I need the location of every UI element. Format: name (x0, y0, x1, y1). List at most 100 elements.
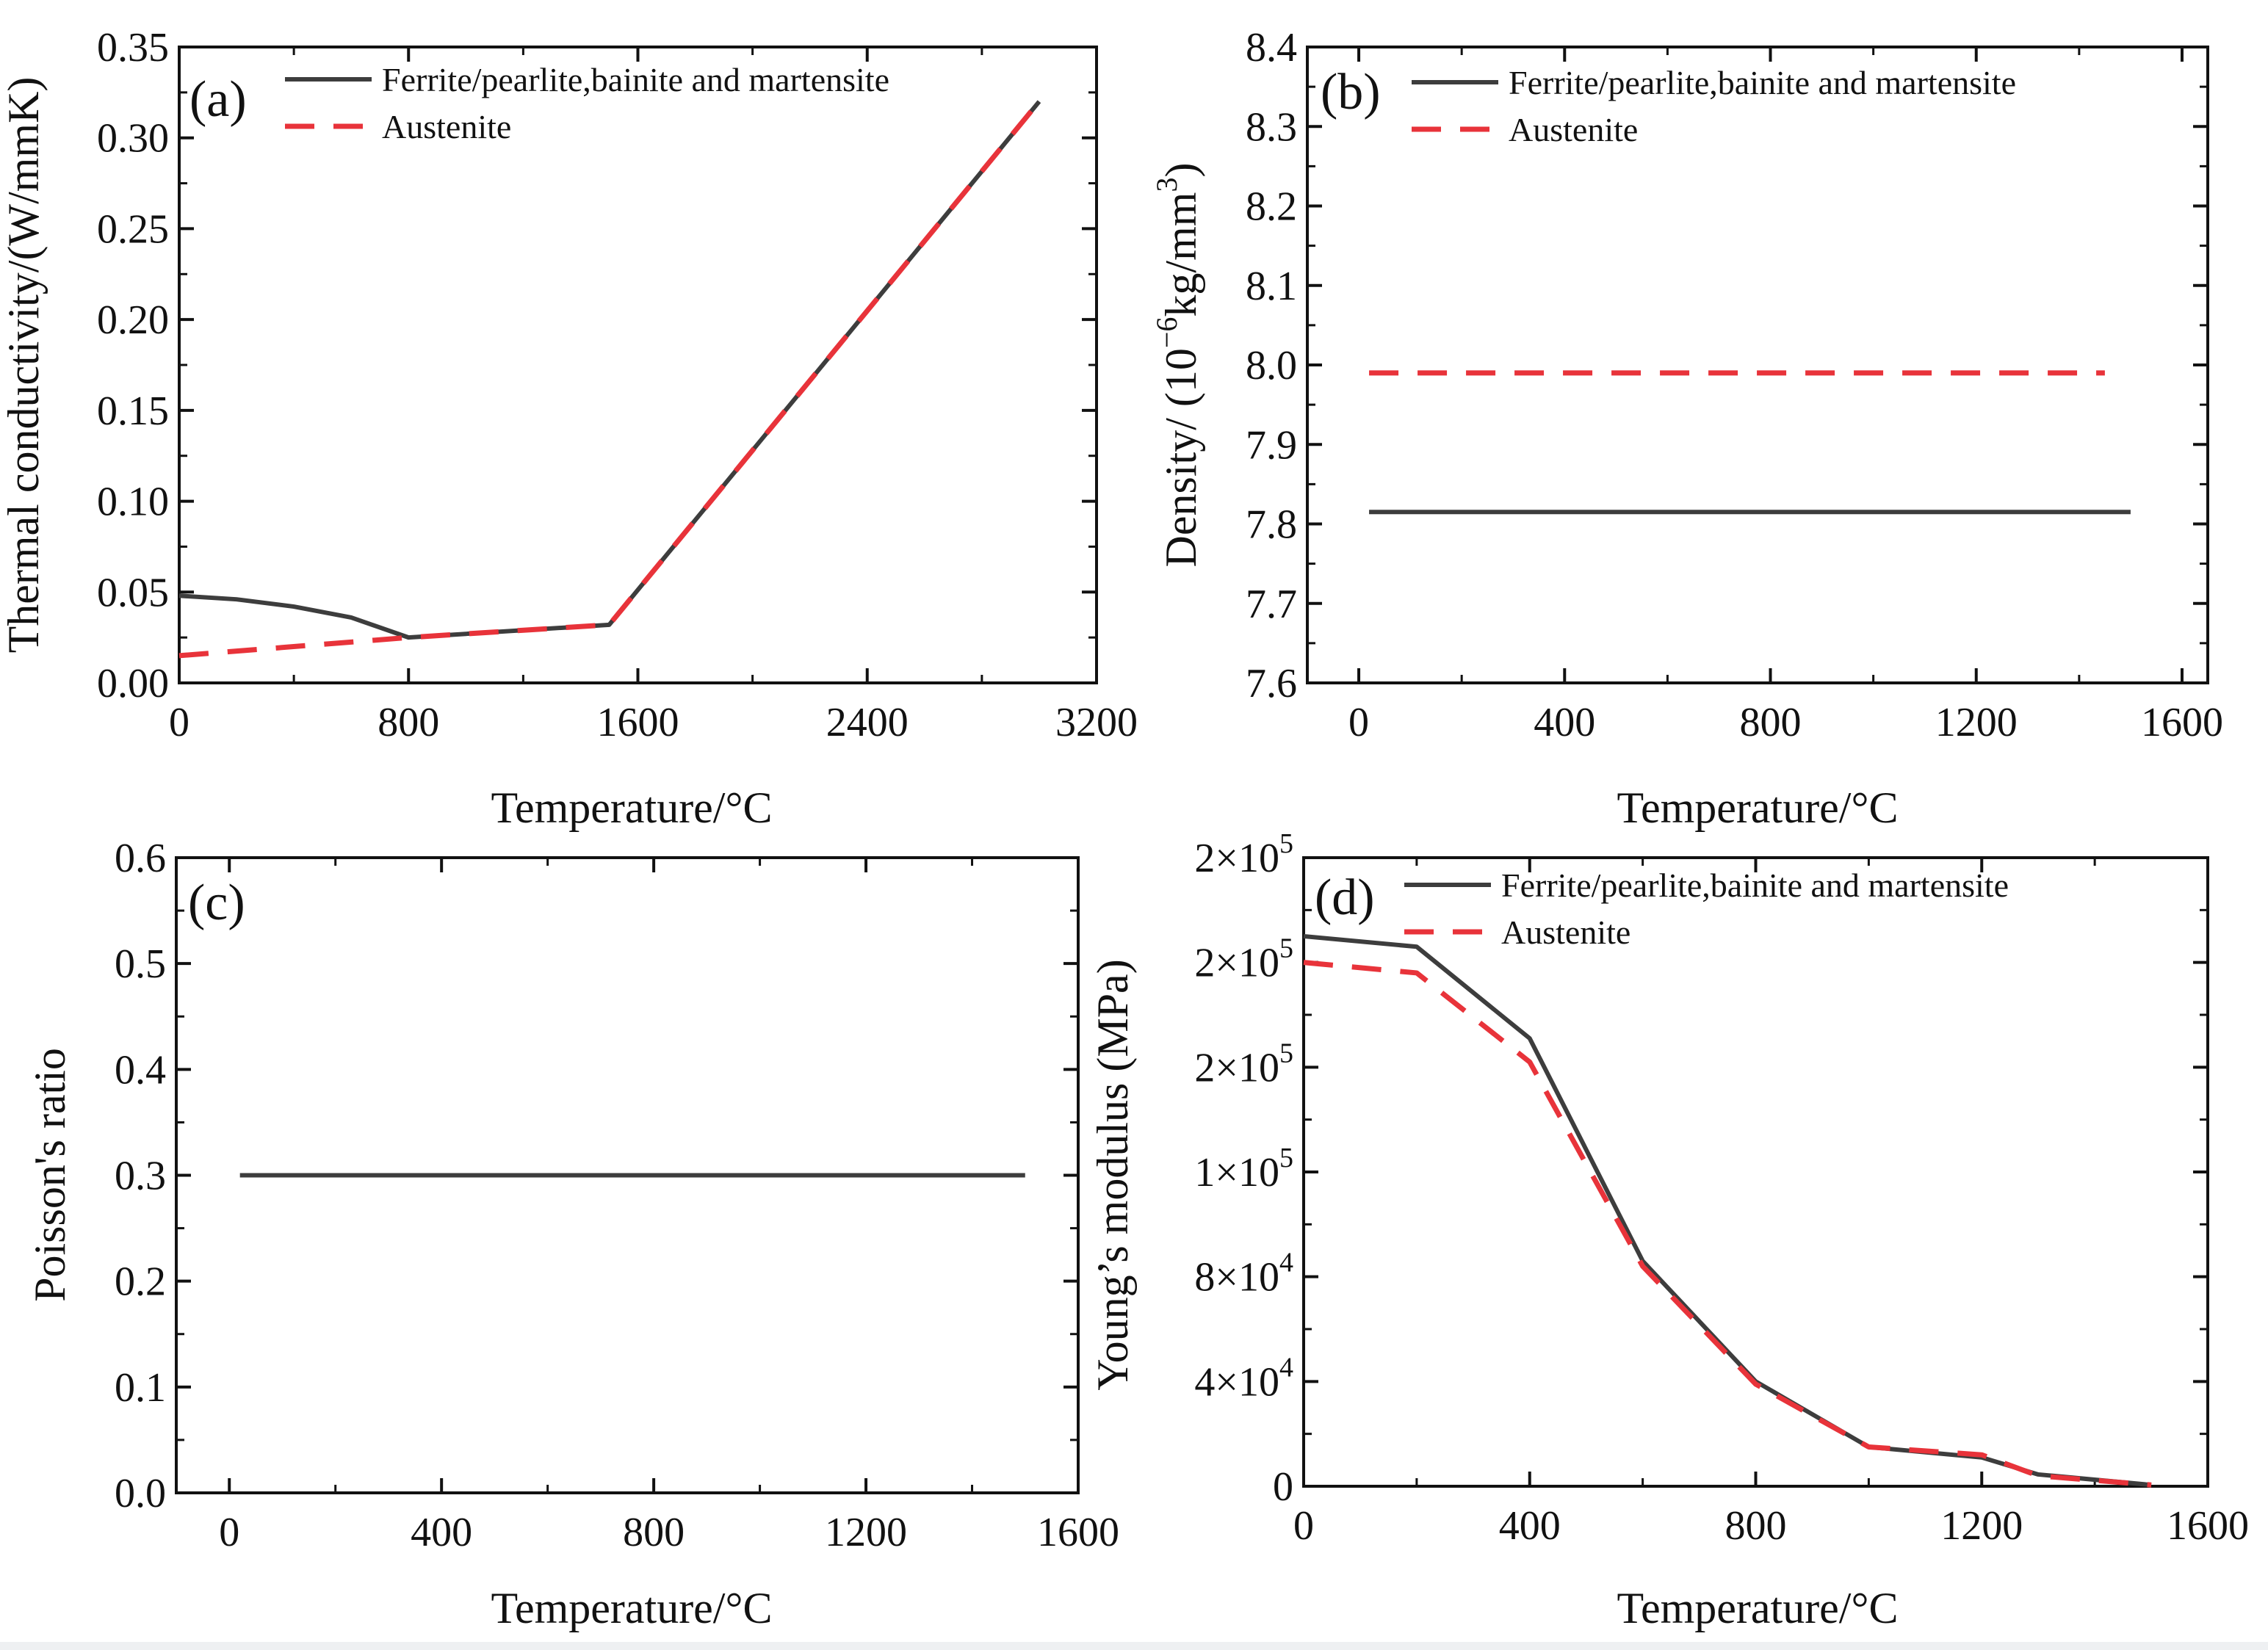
x-tick-label: 1200 (1940, 1503, 2023, 1549)
chart-panel-b: 0 400 800 1200 1600 7.6 7.7 7.8 7.9 8.0 8.1 8.2 8.3 8… (1150, 25, 2223, 832)
legend-label-0: Ferrite/pearlite,bainite and martensite (1501, 866, 2009, 904)
y-tick-label: 2×105 (1194, 1038, 1293, 1090)
y-tick-label: 8×104 (1194, 1248, 1293, 1300)
y-tick-label: 4×104 (1194, 1352, 1293, 1405)
series-line-1 (1303, 960, 2152, 1488)
y-tick-label: 0 (1273, 1464, 1293, 1510)
x-tick-label: 1600 (2141, 700, 2223, 745)
y-axis-title: Thermal conductivity/(W/mmK) (0, 77, 48, 654)
y-title-part: kg/mm (1157, 192, 1205, 317)
panel-letter: (d) (1315, 869, 1375, 926)
y-tick-label: 0.35 (97, 25, 169, 70)
y-tick-label: 0.0 (115, 1471, 166, 1516)
y-tick-base: 2×10 (1194, 941, 1279, 986)
y-tick-label: 0.5 (115, 941, 166, 987)
y-tick-base: 8×10 (1194, 1255, 1279, 1300)
y-tick-exponent: 5 (1279, 828, 1293, 859)
y-tick-exponent: 4 (1279, 1248, 1293, 1278)
x-axis-title: Temperature/°C (1617, 784, 1899, 832)
series-line-1 (178, 100, 1041, 659)
x-tick-label: 400 (1534, 700, 1595, 745)
y-tick-label: 7.8 (1246, 502, 1297, 548)
y-tick-label: 7.9 (1246, 422, 1297, 468)
y-tick-label: 8.3 (1246, 104, 1297, 150)
y-tick-label: 0.2 (115, 1259, 166, 1305)
y-axis-title: Poisson's ratio (26, 1048, 74, 1302)
chart-panel-c: 0 400 800 1200 1600 0.0 0.1 0.2 0.3 0.4 0.5 0.6 (c) T… (26, 836, 1119, 1632)
x-tick-label: 0 (219, 1510, 239, 1555)
x-tick-label: 1200 (1935, 700, 2018, 745)
panel-letter: (c) (188, 875, 245, 931)
x-tick-label: 1200 (825, 1510, 907, 1555)
series-line-0 (178, 100, 1041, 640)
series-line-0 (1303, 934, 2152, 1488)
y-tick-label: 0.4 (115, 1047, 166, 1093)
y-tick-label: 0.10 (97, 480, 169, 525)
y-tick-label: 1×105 (1194, 1143, 1293, 1195)
panel-letter: (b) (1321, 64, 1381, 120)
y-tick-exponent: 5 (1279, 1038, 1293, 1068)
panel-letter: (a) (189, 71, 247, 128)
y-axis-title: Young’s modulus (MPa) (1088, 959, 1137, 1390)
y-tick-base: 2×10 (1194, 836, 1279, 881)
x-axis-title: Temperature/°C (491, 1584, 773, 1632)
x-tick-label: 1600 (597, 700, 679, 745)
y-tick-label: 8.1 (1246, 264, 1297, 309)
y-title-sup: 3 (1150, 178, 1183, 192)
y-tick-label: 8.4 (1246, 25, 1297, 70)
y-tick-exponent: 4 (1279, 1352, 1293, 1383)
legend-label-0: Ferrite/pearlite,bainite and martensite (1509, 64, 2016, 101)
legend: Ferrite/pearlite,bainite and martensite A… (1412, 64, 2016, 148)
x-tick-label: 0 (169, 700, 189, 745)
legend-label-1: Austenite (1501, 913, 1630, 951)
x-tick-label: 1600 (1037, 1510, 1119, 1555)
y-title-part: ) (1157, 163, 1205, 178)
y-tick-label: 0.30 (97, 116, 169, 162)
legend: Ferrite/pearlite,bainite and martensite A… (1404, 866, 2009, 951)
x-tick-label: 1600 (2167, 1503, 2249, 1549)
x-tick-label: 800 (1740, 700, 1802, 745)
y-tick-label: 7.7 (1246, 582, 1297, 627)
y-tick-base: 2×10 (1194, 1045, 1279, 1090)
x-tick-label: 800 (1725, 1503, 1787, 1549)
legend-label-0: Ferrite/pearlite,bainite and martensite (382, 61, 889, 98)
y-tick-label: 0.05 (97, 570, 169, 615)
x-axis-title: Temperature/°C (1617, 1584, 1899, 1632)
y-tick-label: 0.15 (97, 388, 169, 434)
x-axis-title: Temperature/°C (491, 784, 773, 832)
y-tick-label: 2×105 (1194, 828, 1293, 881)
x-tick-label: 800 (623, 1510, 685, 1555)
y-tick-base: 4×10 (1194, 1359, 1279, 1405)
y-tick-label: 2×105 (1194, 933, 1293, 986)
plot-frame (1306, 46, 2209, 684)
y-tick-label: 8.0 (1246, 343, 1297, 388)
legend: Ferrite/pearlite,bainite and martensite A… (285, 61, 889, 145)
chart-panel-d: 0 400 800 1200 160004×1048×1041×1052×1052×10… (1088, 828, 2249, 1632)
y-tick-label: 0.1 (115, 1365, 166, 1411)
y-title-part: Density/ (10 (1157, 348, 1205, 567)
x-tick-label: 2400 (826, 700, 909, 745)
legend-label-1: Austenite (1509, 111, 1638, 148)
y-tick-base: 0 (1273, 1464, 1293, 1510)
y-tick-label: 8.2 (1246, 184, 1297, 230)
legend-label-1: Austenite (382, 108, 511, 145)
y-tick-exponent: 5 (1279, 1143, 1293, 1173)
y-tick-label: 0.3 (115, 1154, 166, 1199)
y-tick-exponent: 5 (1279, 933, 1293, 964)
x-tick-label: 800 (378, 700, 439, 745)
y-tick-label: 0.25 (97, 206, 169, 252)
chart-panel-a: 0 800 1600 2400 3200 0.00 0.05 0.10 0.15 0.20 0.25… (0, 25, 1138, 832)
y-tick-label: 0.00 (97, 661, 169, 706)
y-tick-label: 0.6 (115, 836, 166, 881)
x-tick-label: 400 (411, 1510, 472, 1555)
x-tick-label: 400 (1499, 1503, 1561, 1549)
y-tick-label: 0.20 (97, 297, 169, 343)
plot-frame (1302, 856, 2209, 1488)
x-tick-label: 3200 (1055, 700, 1138, 745)
y-tick-base: 1×10 (1194, 1150, 1279, 1195)
y-axis-title: Density/ (10−6kg/mm3) (1150, 163, 1205, 568)
y-tick-label: 7.6 (1246, 661, 1297, 706)
y-title-sup: −6 (1150, 317, 1183, 349)
x-tick-label: 0 (1348, 700, 1369, 745)
